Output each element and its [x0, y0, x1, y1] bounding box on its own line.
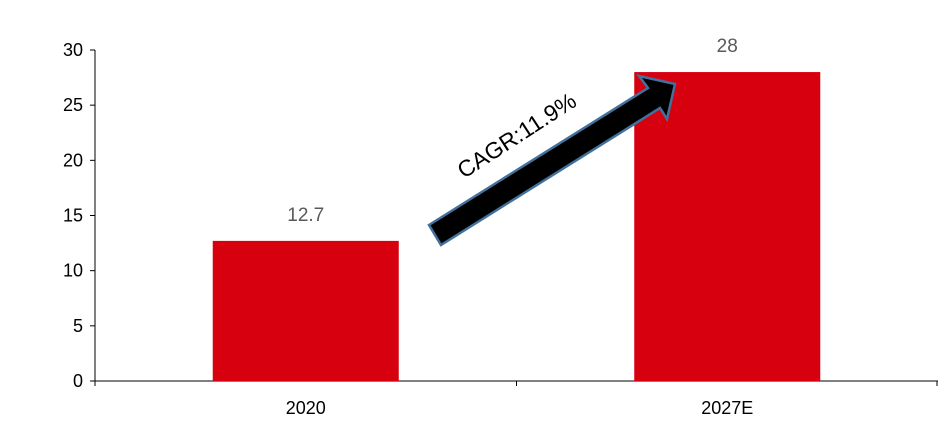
bar-2027E	[634, 72, 821, 382]
y-tick-label: 0	[73, 371, 83, 391]
data-label: 28	[717, 36, 738, 57]
y-axis: 0 5 10 15 20 25 30	[63, 40, 96, 391]
y-tick-label: 30	[63, 40, 83, 60]
bar-2020	[212, 240, 399, 381]
x-tick-label: 2027E	[701, 398, 753, 418]
x-tick-label: 2020	[286, 398, 326, 418]
x-axis: 2020 2027E	[94, 380, 938, 418]
data-label: 12.7	[287, 205, 324, 226]
y-tick-label: 5	[73, 316, 83, 336]
bars: 12.7 28	[212, 36, 821, 382]
growth-arrow-icon	[427, 74, 677, 247]
y-tick-label: 10	[63, 261, 83, 281]
y-tick-label: 20	[63, 150, 83, 170]
y-tick-label: 15	[63, 206, 83, 226]
y-tick-label: 25	[63, 95, 83, 115]
